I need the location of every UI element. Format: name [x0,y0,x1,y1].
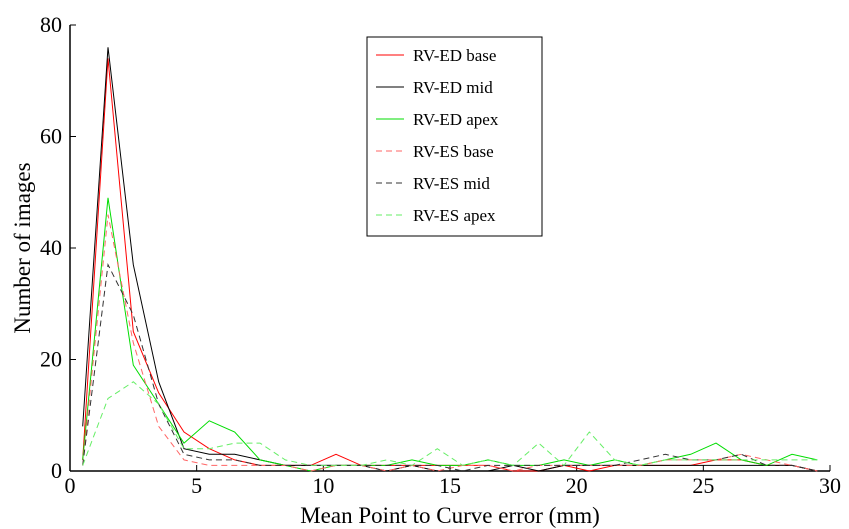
legend-box [366,36,543,237]
x-axis-ticks: 0 5 10 15 20 25 30 [65,465,841,498]
legend-label: RV-ES mid [413,174,490,193]
y-tick-label: 40 [40,235,62,260]
x-tick-label: 0 [65,473,76,498]
y-tick-label: 80 [40,12,62,37]
legend-label: RV-ES apex [413,206,496,225]
y-tick-label: 20 [40,347,62,372]
x-tick-label: 20 [566,473,588,498]
legend: RV-ED base RV-ED mid RV-ED apex RV-ES base R… [366,36,543,237]
x-tick-label: 15 [439,473,461,498]
legend-label: RV-ED mid [413,78,493,97]
y-tick-label: 60 [40,124,62,149]
y-axis-label: Number of images [10,162,35,333]
legend-label: RV-ED base [413,46,496,65]
x-tick-label: 10 [312,473,334,498]
y-axis-ticks: 0 20 40 60 80 [40,12,76,483]
series-line-6 [82,381,818,467]
x-tick-label: 30 [819,473,841,498]
x-axis-label: Mean Point to Curve error (mm) [300,503,600,528]
x-tick-label: 5 [191,473,202,498]
series-line-2 [82,47,818,472]
x-tick-label: 25 [692,473,714,498]
y-tick-label: 0 [51,458,62,483]
legend-label: RV-ED apex [413,110,499,129]
legend-label: RV-ES base [413,142,494,161]
series-lines [82,47,818,472]
series-line-3 [82,197,818,472]
series-line-4 [82,214,818,472]
series-line-5 [82,263,818,472]
